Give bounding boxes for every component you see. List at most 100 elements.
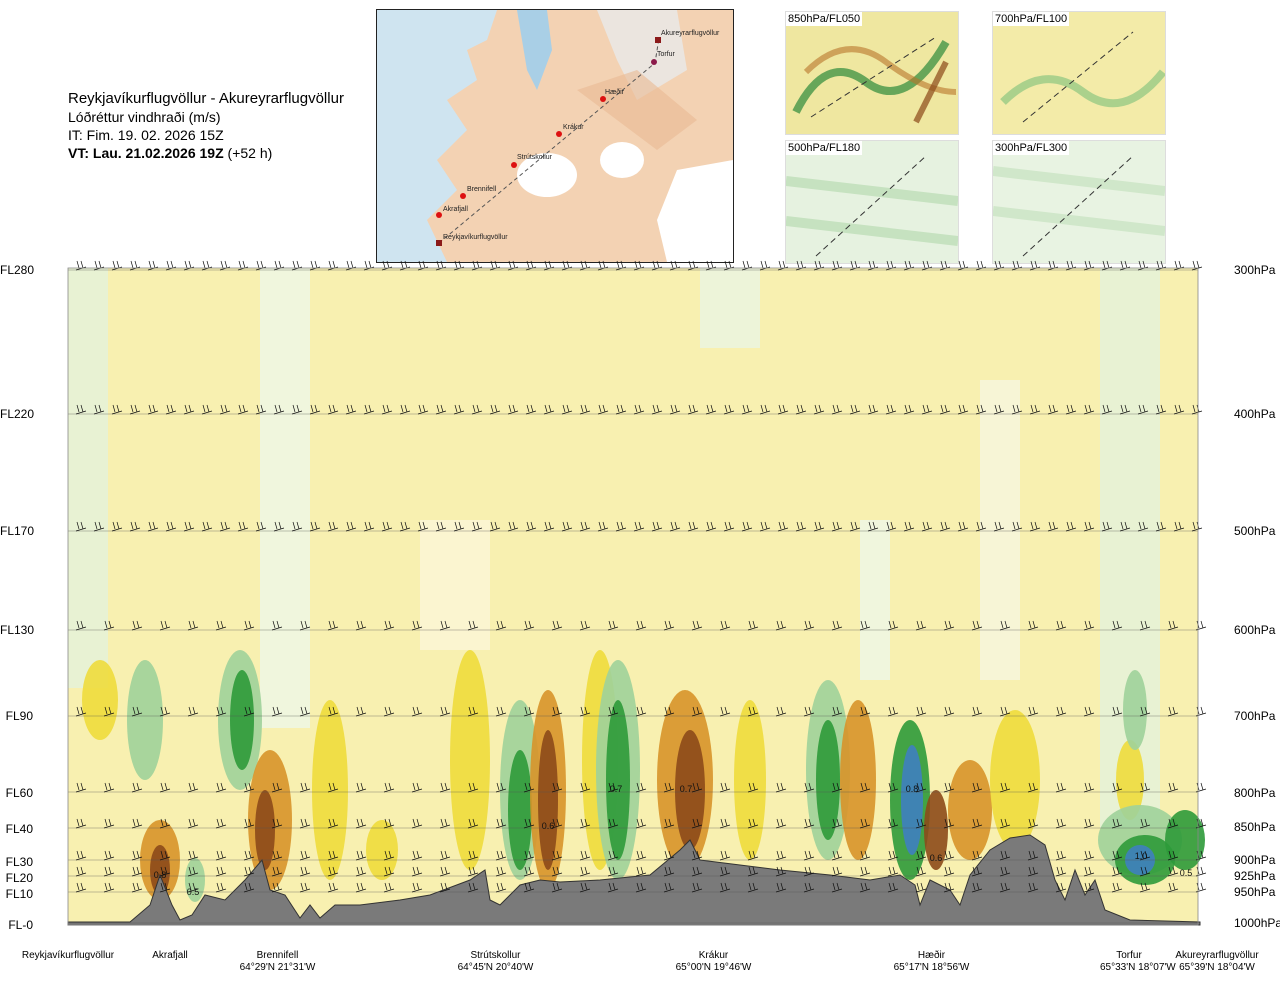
vertical-motion-cell <box>1123 670 1147 750</box>
wind-barb <box>971 866 983 877</box>
wind-barb <box>471 260 483 271</box>
wind-barb <box>885 404 897 415</box>
wind-barb <box>957 260 969 271</box>
wind-barb <box>1139 620 1151 631</box>
map-label-krakur: Krákur <box>563 124 584 131</box>
wind-barb <box>705 404 717 415</box>
wind-barb <box>327 882 339 893</box>
wind-barb <box>507 521 519 532</box>
value-label: 0.8 <box>154 870 167 880</box>
wind-barb <box>1027 850 1039 861</box>
vertical-motion-cell <box>230 670 254 770</box>
wind-barb <box>741 404 753 415</box>
wind-barb <box>187 818 199 829</box>
wind-band <box>980 380 1020 680</box>
wind-barb <box>651 404 663 415</box>
wind-barb <box>885 260 897 271</box>
wind-barb <box>523 620 535 631</box>
pressure-label: 900hPa <box>1234 853 1276 867</box>
wind-barb <box>607 866 619 877</box>
wind-barb <box>975 404 987 415</box>
wind-barb <box>859 850 871 861</box>
wind-barb <box>75 850 87 861</box>
thumbnail-700hpa-map <box>993 12 1165 134</box>
wind-barb <box>663 818 675 829</box>
wind-barb <box>999 866 1011 877</box>
wind-barb <box>1029 404 1041 415</box>
pressure-label: 850hPa <box>1234 820 1276 834</box>
wind-barb <box>439 866 451 877</box>
wind-barb <box>831 866 843 877</box>
wind-barb <box>1137 404 1149 415</box>
wind-barb <box>551 850 563 861</box>
wind-barb <box>1173 404 1185 415</box>
wind-band <box>700 268 760 348</box>
wind-barb <box>747 882 759 893</box>
wind-barb <box>543 404 555 415</box>
vertical-motion-cell <box>312 700 348 880</box>
value-label: 0.7 <box>610 784 623 794</box>
thumbnail-300hpa-map <box>993 141 1165 263</box>
wind-barb <box>75 866 87 877</box>
wind-barb <box>453 521 465 532</box>
wind-barb <box>971 882 983 893</box>
value-label: 0.6 <box>930 853 943 863</box>
wind-barb <box>635 850 647 861</box>
thumbnail-700hpa[interactable]: 700hPa/FL100 <box>992 11 1166 135</box>
wind-barb <box>803 818 815 829</box>
wind-barb <box>201 404 213 415</box>
wind-barb <box>525 404 537 415</box>
wind-barb <box>633 404 645 415</box>
wind-barb <box>75 782 87 793</box>
wind-barb <box>327 404 339 415</box>
wind-barb <box>299 620 311 631</box>
wind-barb <box>691 782 703 793</box>
station-name: Strútskollur <box>470 950 521 961</box>
wind-barb <box>551 620 563 631</box>
wind-barb <box>1173 260 1185 271</box>
wind-barb <box>975 260 987 271</box>
wind-barb <box>943 818 955 829</box>
wind-barb <box>971 818 983 829</box>
wind-barb <box>1055 850 1067 861</box>
wind-barb <box>159 818 171 829</box>
wind-barb <box>635 866 647 877</box>
thumbnail-500hpa[interactable]: 500hPa/FL180 <box>785 140 959 264</box>
wind-barb <box>939 260 951 271</box>
wind-barb <box>215 850 227 861</box>
vertical-motion-cell <box>150 845 170 895</box>
wind-barb <box>867 404 879 415</box>
wind-barb <box>579 404 591 415</box>
wind-barb <box>1101 404 1113 415</box>
thumbnail-850hpa[interactable]: 850hPa/FL050 <box>785 11 959 135</box>
wind-barb <box>803 782 815 793</box>
wind-barb <box>831 521 843 532</box>
wind-barb <box>887 706 899 717</box>
station-strutskollur: Strútskollur 64°45'N 20°40'W <box>448 950 543 974</box>
thumbnail-300hpa[interactable]: 300hPa/FL300 <box>992 140 1166 264</box>
wind-barb <box>1139 866 1151 877</box>
wind-barb <box>215 818 227 829</box>
wind-barb <box>131 850 143 861</box>
wind-barb <box>747 620 759 631</box>
fl-label: FL40 <box>5 822 33 836</box>
wind-barb <box>75 706 87 717</box>
wind-barb <box>187 620 199 631</box>
wind-barb <box>803 706 815 717</box>
wind-barb <box>237 260 249 271</box>
wind-barb <box>131 818 143 829</box>
wind-barb <box>759 404 771 415</box>
wind-barb <box>299 866 311 877</box>
pressure-label: 925hPa <box>1234 869 1276 883</box>
valid-time: VT: Lau. 21.02.2026 19Z (+52 h) <box>68 144 344 162</box>
wind-barb <box>309 404 321 415</box>
wind-barb <box>813 260 825 271</box>
wind-barb <box>345 404 357 415</box>
wind-barb <box>495 850 507 861</box>
wind-barb <box>1083 521 1095 532</box>
fl-label: FL170 <box>0 524 35 538</box>
vertical-motion-cell <box>840 700 876 860</box>
station-name: Hæðir <box>917 950 946 961</box>
wind-barb <box>439 782 451 793</box>
